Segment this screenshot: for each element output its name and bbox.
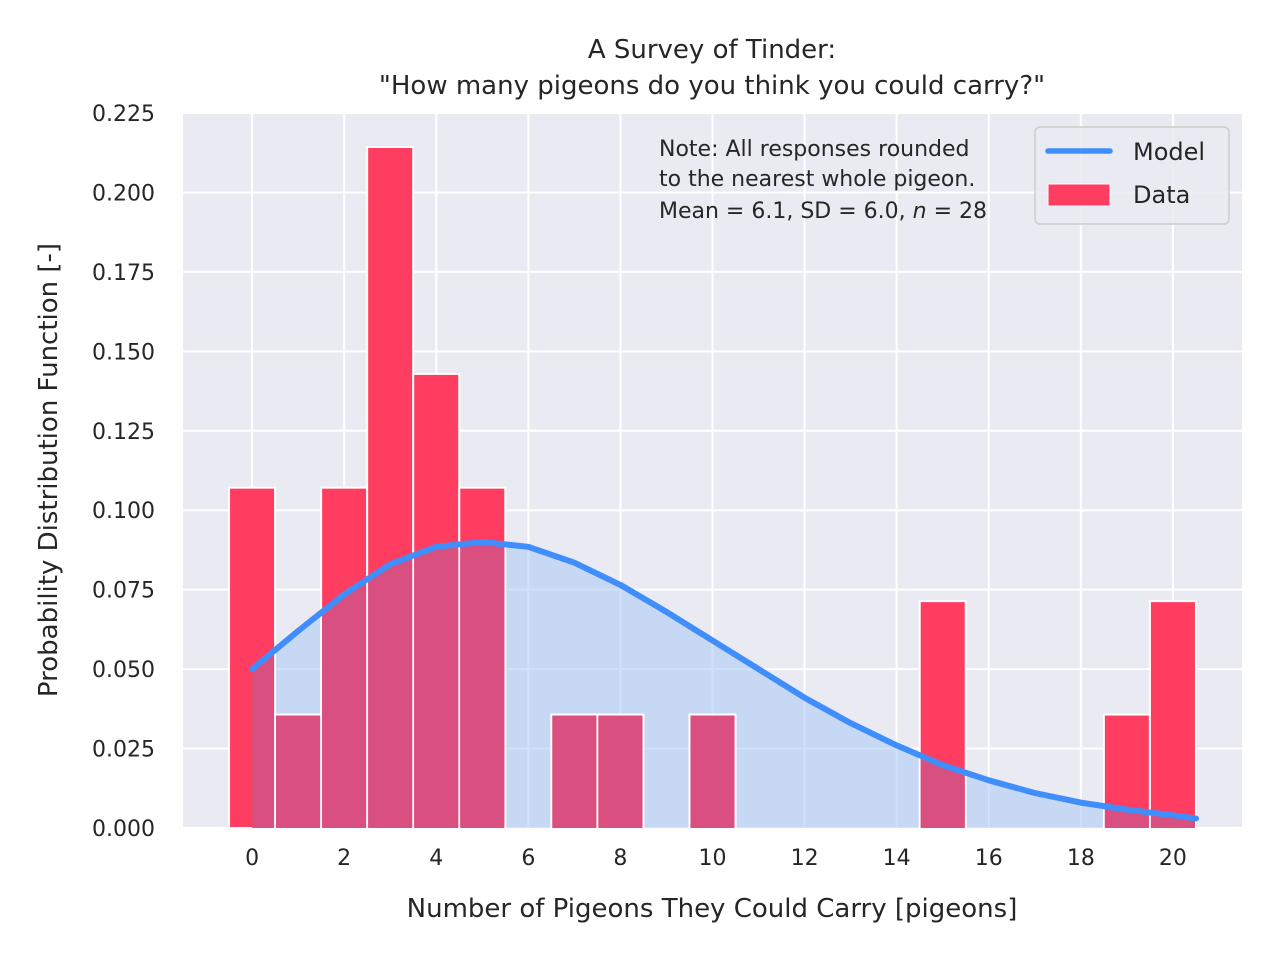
x-tick-label: 2: [337, 846, 351, 871]
y-tick-label: 0.200: [92, 181, 155, 206]
y-tick-label: 0.100: [92, 499, 155, 524]
x-tick-label: 20: [1159, 846, 1187, 871]
y-tick-label: 0.150: [92, 340, 155, 365]
model-line-layer: [249, 539, 1199, 822]
y-tick-label: 0.025: [92, 738, 155, 763]
model-curve: [249, 539, 1199, 822]
note-stats-prefix: Mean = 6.1, SD = 6.0,: [659, 199, 913, 224]
note-line-2: to the nearest whole pigeon.: [659, 167, 975, 192]
x-tick-label: 14: [883, 846, 911, 871]
y-tick-label: 0.000: [92, 817, 155, 842]
legend: Model Data: [1034, 126, 1230, 225]
legend-data-patch: [1047, 183, 1111, 207]
x-tick-label: 10: [699, 846, 727, 871]
x-tick-labels: 0 2 4 6 8 10 12 14 16 18 20: [245, 846, 1187, 871]
y-tick-label: 0.125: [92, 420, 155, 445]
legend-data-label: Data: [1133, 181, 1190, 209]
note-line-1: Note: All responses rounded: [659, 137, 970, 162]
x-tick-label: 8: [613, 846, 627, 871]
x-tick-label: 12: [791, 846, 819, 871]
y-tick-label: 0.175: [92, 261, 155, 286]
histogram-bar: [1148, 600, 1197, 830]
x-tick-label: 4: [429, 846, 443, 871]
x-tick-label: 0: [245, 846, 259, 871]
chart-title-line-1: A Survey of Tinder:: [588, 35, 836, 65]
chart-title-line-2: "How many pigeons do you think you could…: [379, 71, 1045, 101]
y-tick-label: 0.050: [92, 658, 155, 683]
legend-model-label: Model: [1133, 138, 1205, 166]
y-axis-label: Probability Distribution Function [-]: [34, 243, 64, 697]
y-tick-label: 0.075: [92, 579, 155, 604]
x-axis-label: Number of Pigeons They Could Carry [pige…: [407, 894, 1018, 924]
note-stats-n: n: [913, 199, 927, 224]
note-annotation: Note: All responses rounded to the neare…: [659, 137, 987, 224]
x-tick-label: 18: [1067, 846, 1095, 871]
y-tick-label: 0.225: [92, 102, 155, 127]
note-stats-line: Mean = 6.1, SD = 6.0, n = 28: [659, 199, 987, 224]
y-tick-labels: 0.000 0.025 0.050 0.075 0.100 0.125 0.150 0.175…: [92, 102, 155, 842]
x-tick-label: 16: [975, 846, 1003, 871]
x-tick-label: 6: [521, 846, 535, 871]
note-stats-suffix: = 28: [927, 199, 987, 224]
